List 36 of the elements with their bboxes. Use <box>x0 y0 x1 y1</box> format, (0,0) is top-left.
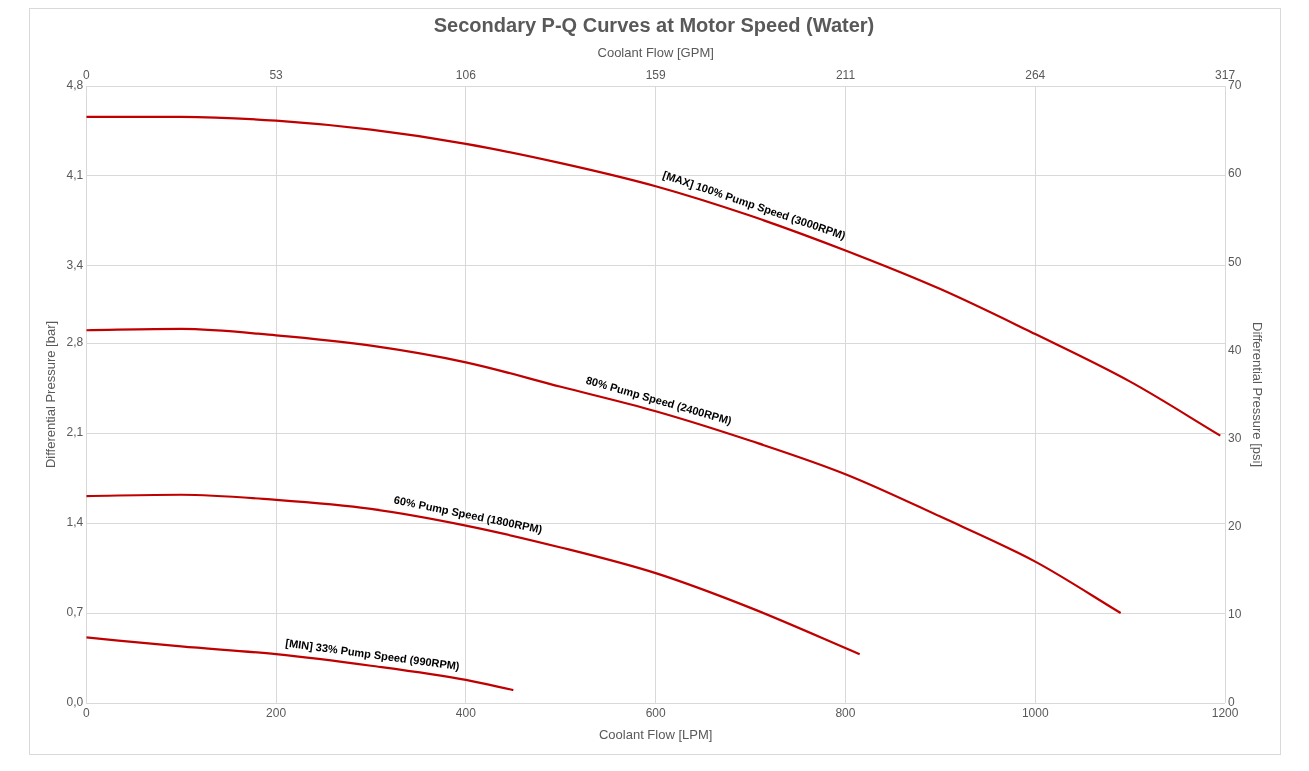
x-axis-title: Coolant Flow [LPM] <box>598 726 712 742</box>
y-tick-label: 0,7 <box>66 605 84 620</box>
line-series <box>85 327 1122 615</box>
y2-tick-label: 50 <box>1227 254 1242 269</box>
line-series <box>85 636 514 692</box>
y-tick-label: 1,4 <box>66 515 84 530</box>
line-series <box>85 115 1221 437</box>
y2-tick-label: 30 <box>1227 430 1242 445</box>
x2-axis-title: Coolant Flow [GPM] <box>597 45 714 61</box>
y-tick-label: 4,8 <box>66 78 84 93</box>
text: [MIN] 33% Pump Speed (990RPM) <box>284 636 461 673</box>
x2-tick-label: 106 <box>455 68 476 83</box>
y2-axis-title: Differential Pressure [psi] <box>1249 322 1265 467</box>
y-axis-title: Differential Pressure [bar] <box>42 320 58 469</box>
y-tick-label: 2,1 <box>66 425 84 440</box>
y2-tick-label: 20 <box>1227 519 1242 534</box>
x-tick-label: 400 <box>455 705 476 720</box>
x2-tick-label: 159 <box>645 68 666 83</box>
y-tick-label: 2,8 <box>66 335 84 350</box>
x2-tick-label: 264 <box>1024 68 1046 83</box>
x-tick-label: 200 <box>265 705 286 720</box>
chart-title: Secondary P-Q Curves at Motor Speed (Water) <box>433 13 874 36</box>
x2-tick-label: 211 <box>835 68 855 83</box>
x-tick-label: 800 <box>834 705 856 720</box>
y-tick-label: 0,0 <box>66 695 84 710</box>
y-tick-label: 3,4 <box>66 258 84 273</box>
x2-tick-label: 53 <box>268 68 283 83</box>
x-tick-label: 1200 <box>1211 705 1239 720</box>
y2-tick-label: 10 <box>1227 607 1242 622</box>
x-tick-label: 1000 <box>1021 705 1049 720</box>
y2-tick-label: 40 <box>1227 342 1242 357</box>
x-tick-label: 600 <box>645 705 666 720</box>
x2-tick-label: 0 <box>82 68 90 83</box>
x-tick-label: 0 <box>82 705 90 720</box>
y-tick-label: 4,1 <box>66 168 84 183</box>
y2-tick-label: 60 <box>1227 166 1242 181</box>
